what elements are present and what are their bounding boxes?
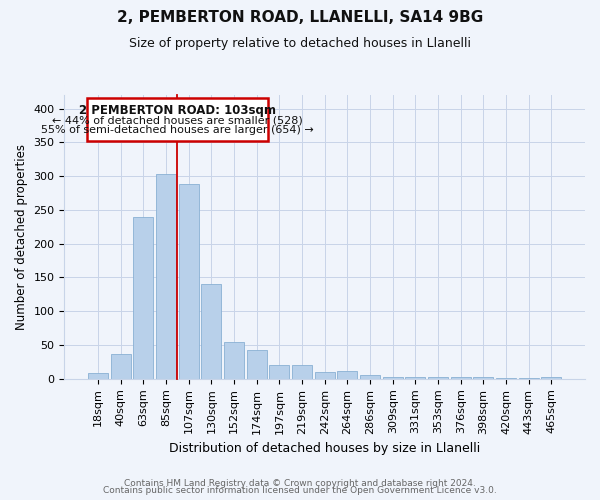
- Bar: [224, 342, 244, 379]
- Bar: [292, 366, 312, 379]
- Bar: [496, 378, 516, 379]
- Text: Contains HM Land Registry data © Crown copyright and database right 2024.: Contains HM Land Registry data © Crown c…: [124, 478, 476, 488]
- Y-axis label: Number of detached properties: Number of detached properties: [15, 144, 28, 330]
- X-axis label: Distribution of detached houses by size in Llanelli: Distribution of detached houses by size …: [169, 442, 481, 455]
- FancyBboxPatch shape: [87, 98, 268, 141]
- Bar: [111, 354, 131, 379]
- Bar: [406, 378, 425, 379]
- Text: 2 PEMBERTON ROAD: 103sqm: 2 PEMBERTON ROAD: 103sqm: [79, 104, 276, 118]
- Bar: [428, 378, 448, 379]
- Bar: [360, 376, 380, 379]
- Bar: [269, 366, 289, 379]
- Text: 2, PEMBERTON ROAD, LLANELLI, SA14 9BG: 2, PEMBERTON ROAD, LLANELLI, SA14 9BG: [117, 10, 483, 25]
- Bar: [247, 350, 266, 379]
- Bar: [156, 174, 176, 379]
- Text: Size of property relative to detached houses in Llanelli: Size of property relative to detached ho…: [129, 38, 471, 51]
- Text: ← 44% of detached houses are smaller (528): ← 44% of detached houses are smaller (52…: [52, 116, 303, 126]
- Bar: [88, 374, 108, 379]
- Bar: [337, 370, 358, 379]
- Text: Contains public sector information licensed under the Open Government Licence v3: Contains public sector information licen…: [103, 486, 497, 495]
- Bar: [383, 377, 403, 379]
- Bar: [519, 378, 539, 379]
- Bar: [133, 216, 154, 379]
- Text: 55% of semi-detached houses are larger (654) →: 55% of semi-detached houses are larger (…: [41, 126, 314, 136]
- Bar: [315, 372, 335, 379]
- Bar: [202, 284, 221, 379]
- Bar: [451, 378, 470, 379]
- Bar: [473, 378, 493, 379]
- Bar: [179, 184, 199, 379]
- Bar: [541, 378, 562, 379]
